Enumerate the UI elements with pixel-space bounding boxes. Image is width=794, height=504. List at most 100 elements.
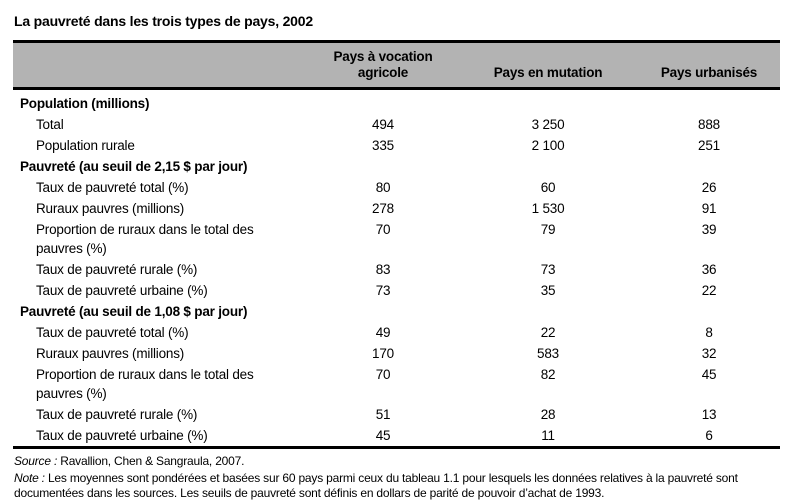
cell-value: 91 bbox=[701, 201, 717, 216]
source-line: Source : Ravallion, Chen & Sangraula, 20… bbox=[14, 454, 780, 469]
section-row: Pauvreté (au seuil de 1,08 $ par jour) bbox=[13, 301, 780, 322]
cell-value: 51 bbox=[375, 407, 391, 422]
row-label: Pauvreté (au seuil de 1,08 $ par jour) bbox=[20, 304, 248, 319]
data-row: Ruraux pauvres (millions) 278 1 530 91 bbox=[13, 198, 780, 219]
cell-value: 45 bbox=[701, 367, 717, 382]
cell-value: 32 bbox=[701, 346, 717, 361]
cell-value: 79 bbox=[540, 222, 556, 237]
data-row: Proportion de ruraux dans le total des p… bbox=[13, 364, 780, 404]
cell-value: 11 bbox=[541, 428, 555, 443]
row-label-cell: Taux de pauvreté rurale (%) bbox=[13, 404, 308, 425]
section-row: Population (millions) bbox=[13, 89, 780, 115]
row-label: Population rurale bbox=[36, 138, 135, 153]
section-label-cell: Pauvreté (au seuil de 2,15 $ par jour) bbox=[13, 156, 308, 177]
row-label-cell: Taux de pauvreté rurale (%) bbox=[13, 259, 308, 280]
row-label: Total bbox=[36, 117, 64, 132]
cell-value: 28 bbox=[540, 407, 556, 422]
row-label: Proportion de ruraux dans le total des p… bbox=[36, 222, 254, 256]
cell-value bbox=[458, 301, 638, 322]
row-label-cell: Taux de pauvreté urbaine (%) bbox=[13, 280, 308, 301]
section-row: Pauvreté (au seuil de 2,15 $ par jour) bbox=[13, 156, 780, 177]
section-label-cell: Population (millions) bbox=[13, 89, 308, 115]
source-text: Ravallion, Chen & Sangraula, 2007. bbox=[57, 454, 245, 468]
row-label: Ruraux pauvres (millions) bbox=[36, 201, 185, 216]
cell-value: 45 bbox=[375, 428, 391, 443]
row-label-cell: Proportion de ruraux dans le total des p… bbox=[13, 364, 308, 404]
cell-value: 22 bbox=[540, 325, 556, 340]
cell-value: 2 100 bbox=[531, 138, 565, 153]
cell-value bbox=[458, 156, 638, 177]
cell-value bbox=[308, 89, 458, 115]
header-col-transforming: Pays en mutation bbox=[458, 41, 638, 90]
cell-value: 888 bbox=[698, 117, 720, 132]
cell-value: 26 bbox=[701, 180, 717, 195]
cell-value: 583 bbox=[537, 346, 559, 361]
cell-value bbox=[638, 301, 780, 322]
data-row: Total 494 3 250 888 bbox=[13, 114, 780, 135]
data-row: Taux de pauvreté urbaine (%) 73 35 22 bbox=[13, 280, 780, 301]
cell-value: 13 bbox=[701, 407, 717, 422]
footnotes: Source : Ravallion, Chen & Sangraula, 20… bbox=[13, 449, 780, 501]
cell-value bbox=[638, 156, 780, 177]
row-label: Population (millions) bbox=[20, 96, 150, 111]
cell-value: 335 bbox=[372, 138, 394, 153]
data-row: Ruraux pauvres (millions) 170 583 32 bbox=[13, 343, 780, 364]
cell-value: 494 bbox=[372, 117, 394, 132]
cell-value: 1 530 bbox=[531, 201, 565, 216]
cell-value bbox=[308, 301, 458, 322]
cell-value: 39 bbox=[701, 222, 717, 237]
cell-value: 60 bbox=[540, 180, 556, 195]
row-label-cell: Proportion de ruraux dans le total des p… bbox=[13, 219, 308, 259]
row-label: Taux de pauvreté urbaine (%) bbox=[36, 283, 208, 298]
row-label: Taux de pauvreté total (%) bbox=[36, 325, 189, 340]
cell-value: 35 bbox=[540, 283, 556, 298]
cell-value bbox=[638, 89, 780, 115]
header-row: Pays à vocation agricole Pays en mutatio… bbox=[13, 41, 780, 90]
note-line: Note : Les moyennes sont pondérées et ba… bbox=[14, 471, 780, 501]
cell-value: 3 250 bbox=[531, 117, 565, 132]
data-row: Population rurale 335 2 100 251 bbox=[13, 135, 780, 156]
row-label-cell: Population rurale bbox=[13, 135, 308, 156]
cell-value: 49 bbox=[375, 325, 391, 340]
source-label: Source : bbox=[14, 454, 58, 468]
cell-value: 251 bbox=[698, 138, 720, 153]
row-label-cell: Taux de pauvreté total (%) bbox=[13, 177, 308, 198]
cell-value: 278 bbox=[372, 201, 394, 216]
data-row: Taux de pauvreté rurale (%) 51 28 13 bbox=[13, 404, 780, 425]
data-row: Proportion de ruraux dans le total des p… bbox=[13, 219, 780, 259]
row-label: Proportion de ruraux dans le total des p… bbox=[36, 367, 254, 401]
header-empty-cell bbox=[13, 41, 308, 90]
data-row: Taux de pauvreté rurale (%) 83 73 36 bbox=[13, 259, 780, 280]
note-label: Note : bbox=[14, 471, 45, 485]
row-label: Taux de pauvreté urbaine (%) bbox=[36, 428, 208, 443]
row-label: Pauvreté (au seuil de 2,15 $ par jour) bbox=[20, 159, 248, 174]
data-row: Taux de pauvreté total (%) 49 22 8 bbox=[13, 322, 780, 343]
row-label: Taux de pauvreté rurale (%) bbox=[36, 407, 198, 422]
cell-value: 6 bbox=[705, 428, 713, 443]
row-label: Ruraux pauvres (millions) bbox=[36, 346, 185, 361]
header-col-urbanized: Pays urbanisés bbox=[638, 41, 780, 90]
cell-value: 22 bbox=[701, 283, 717, 298]
cell-value: 70 bbox=[375, 367, 391, 382]
row-label: Taux de pauvreté total (%) bbox=[36, 180, 189, 195]
note-text: Les moyennes sont pondérées et basées su… bbox=[14, 471, 738, 500]
row-label-cell: Total bbox=[13, 114, 308, 135]
cell-value: 83 bbox=[375, 262, 391, 277]
row-label: Taux de pauvreté rurale (%) bbox=[36, 262, 198, 277]
cell-value bbox=[308, 156, 458, 177]
header-col-agricultural: Pays à vocation agricole bbox=[308, 41, 458, 90]
cell-value: 70 bbox=[375, 222, 391, 237]
cell-value: 80 bbox=[375, 180, 391, 195]
figure-title: La pauvreté dans les trois types de pays… bbox=[14, 13, 313, 29]
section-label-cell: Pauvreté (au seuil de 1,08 $ par jour) bbox=[13, 301, 308, 322]
row-label-cell: Taux de pauvreté total (%) bbox=[13, 322, 308, 343]
cell-value: 73 bbox=[540, 262, 556, 277]
poverty-table: Pays à vocation agricole Pays en mutatio… bbox=[13, 40, 780, 449]
row-label-cell: Taux de pauvreté urbaine (%) bbox=[13, 425, 308, 448]
cell-value bbox=[458, 89, 638, 115]
cell-value: 73 bbox=[375, 283, 391, 298]
row-label-cell: Ruraux pauvres (millions) bbox=[13, 343, 308, 364]
cell-value: 36 bbox=[701, 262, 717, 277]
cell-value: 8 bbox=[705, 325, 713, 340]
